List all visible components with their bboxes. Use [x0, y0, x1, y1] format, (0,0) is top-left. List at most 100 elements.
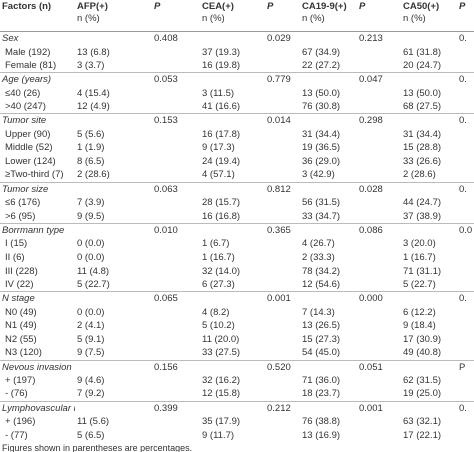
- count-cell: 5 (10.2): [202, 320, 235, 332]
- count-cell: 13 (26.5): [302, 320, 341, 332]
- empty-cell: [357, 127, 401, 141]
- count-cell: 9 (11.7): [202, 429, 235, 441]
- empty-cell: [457, 264, 474, 278]
- group-name: Borrmann type: [0, 222, 75, 237]
- empty-cell: [457, 59, 474, 73]
- header-cell: P: [152, 0, 200, 32]
- row-label: Middle (52): [5, 142, 53, 154]
- empty-cell: [152, 319, 200, 333]
- count-cell: 9 (4.6): [77, 375, 105, 387]
- item-row: N3 (120) 9 (7.5) 33 (27.5) 54 (45.0) 49 (40.…: [0, 346, 474, 360]
- empty-cell: [265, 428, 300, 442]
- empty-cell: [200, 400, 265, 415]
- empty-cell: [75, 400, 152, 415]
- empty-cell: [457, 168, 474, 182]
- empty-cell: [357, 428, 401, 442]
- empty-cell: [265, 141, 300, 155]
- item-row: N1 (49) 2 (4.1) 5 (10.2) 13 (26.5) 9 (18.4): [0, 319, 474, 333]
- empty-cell: [200, 113, 265, 128]
- empty-cell: [200, 359, 265, 374]
- empty-cell: [200, 31, 265, 46]
- item-row: Upper (90) 5 (5.6) 16 (17.8) 31 (34.4) 31 (3…: [0, 127, 474, 141]
- item-row: + (196) 11 (5.6) 35 (17.9) 76 (38.8) 63 (32.…: [0, 415, 474, 429]
- header-sub: n (%): [77, 13, 100, 24]
- empty-cell: [401, 31, 457, 46]
- count-cell: 28 (15.7): [202, 197, 241, 209]
- count-cell: 54 (45.0): [302, 347, 341, 359]
- group-row: Nevous invasion 0.156 0.520 0.051 P: [0, 359, 474, 374]
- count-cell: 68 (27.5): [403, 101, 442, 113]
- item-row: II (6) 0 (0.0) 1 (16.7) 2 (33.3) 1 (16.7): [0, 251, 474, 265]
- header-cell: AFP(+) n (%): [75, 0, 152, 32]
- empty-cell: [357, 333, 401, 347]
- count-cell: 31 (34.4): [403, 128, 442, 140]
- count-cell: 67 (34.9): [302, 46, 341, 58]
- header-sub: n (%): [403, 13, 426, 24]
- count-cell: 13 (6.8): [77, 46, 110, 58]
- row-label: Lower (124): [5, 156, 56, 168]
- count-cell: 7 (3.9): [77, 197, 105, 209]
- empty-cell: [200, 291, 265, 306]
- p-value: 0.: [457, 400, 474, 415]
- p-value: 0.047: [357, 72, 401, 87]
- count-cell: 5 (5.6): [77, 128, 105, 140]
- count-cell: 37 (38.9): [403, 210, 442, 222]
- empty-cell: [265, 209, 300, 223]
- header-cell: CEA(+) n (%): [200, 0, 265, 32]
- row-label: N3 (120): [5, 347, 42, 359]
- empty-cell: [152, 305, 200, 319]
- empty-cell: [457, 319, 474, 333]
- count-cell: 36 (29.0): [302, 156, 341, 168]
- p-value: 0.051: [357, 359, 401, 374]
- row-label: II (6): [5, 251, 25, 263]
- count-cell: 4 (8.2): [202, 306, 230, 318]
- row-label: >40 (247): [5, 101, 46, 113]
- empty-cell: [457, 333, 474, 347]
- header-cell: CA19-9(+) n (%): [300, 0, 357, 32]
- empty-cell: [152, 333, 200, 347]
- count-cell: 33 (34.7): [302, 210, 341, 222]
- empty-cell: [152, 374, 200, 388]
- group-name: Sex: [0, 31, 75, 46]
- item-row: IV (22) 5 (22.7) 6 (27.3) 12 (54.6) 5 (22.7): [0, 278, 474, 292]
- count-cell: 6 (27.3): [202, 278, 235, 290]
- empty-cell: [357, 155, 401, 169]
- row-label: N0 (49): [5, 306, 37, 318]
- count-cell: 17 (30.9): [403, 333, 442, 345]
- count-cell: 2 (28.6): [77, 169, 110, 181]
- empty-cell: [265, 387, 300, 401]
- empty-cell: [401, 72, 457, 87]
- p-value: 0.029: [265, 31, 300, 46]
- count-cell: 56 (31.5): [302, 197, 341, 209]
- p-value: 0.408: [152, 31, 200, 46]
- count-cell: 11 (20.0): [202, 333, 240, 345]
- count-cell: 9 (7.5): [77, 347, 105, 359]
- count-cell: 19 (36.5): [302, 142, 341, 154]
- empty-cell: [265, 155, 300, 169]
- empty-cell: [457, 45, 474, 59]
- row-label: >6 (95): [5, 210, 36, 222]
- count-cell: 4 (26.7): [302, 238, 335, 250]
- p-value: 0.: [457, 113, 474, 128]
- count-cell: 78 (34.2): [302, 265, 341, 277]
- count-cell: 32 (16.2): [202, 375, 241, 387]
- footnote: Figures shown in parentheses are percent…: [2, 443, 193, 452]
- item-row: Middle (52) 1 (1.9) 9 (17.3) 19 (36.5) 15 (2…: [0, 141, 474, 155]
- header-label: P: [154, 1, 161, 12]
- p-value: 0.812: [265, 181, 300, 196]
- count-cell: 1 (1.9): [77, 142, 105, 154]
- p-value: 0.520: [265, 359, 300, 374]
- row-label: + (197): [5, 375, 36, 387]
- empty-cell: [152, 100, 200, 114]
- row-label: ≤6 (176): [5, 197, 41, 209]
- item-row: >6 (95) 9 (9.5) 16 (16.8) 33 (34.7) 37 (38.9…: [0, 209, 474, 223]
- p-value: 0.001: [265, 291, 300, 306]
- group-name: Nevous invasion: [0, 359, 75, 374]
- empty-cell: [401, 291, 457, 306]
- count-cell: 41 (16.6): [202, 101, 241, 113]
- p-value: 0.298: [357, 113, 401, 128]
- p-value: 0.: [457, 291, 474, 306]
- header-cell: P: [265, 0, 300, 32]
- count-cell: 7 (14.3): [302, 306, 335, 318]
- count-cell: 2 (4.1): [77, 320, 105, 332]
